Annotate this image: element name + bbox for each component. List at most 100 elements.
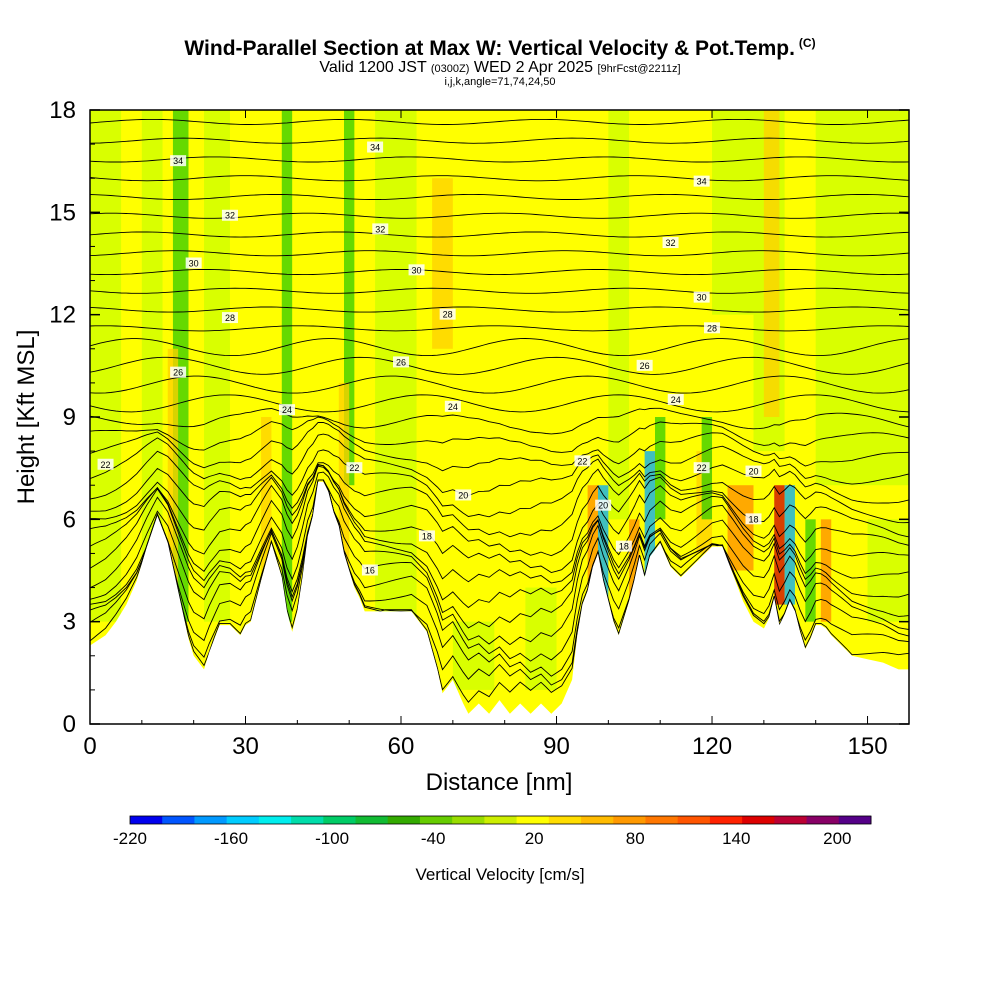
colorbar-swatch <box>162 816 195 824</box>
contour-label-text: 24 <box>671 395 681 405</box>
y-axis-title: Height [Kft MSL] <box>13 330 40 505</box>
colorbar-tick-label: -220 <box>113 829 147 848</box>
x-tick-label: 60 <box>388 733 415 760</box>
colorbar-tick-label: 20 <box>525 829 544 848</box>
theta-contour-line <box>90 82 909 87</box>
contour-label-bg <box>615 540 632 552</box>
field-cell <box>167 348 179 588</box>
field-cell <box>815 110 909 486</box>
colorbar-swatch <box>130 816 163 824</box>
colorbar-swatch <box>677 816 711 824</box>
contour-label: 22 <box>97 458 114 470</box>
contour-label-text: 24 <box>282 405 292 415</box>
contour-label-text: 30 <box>189 259 199 269</box>
contour-label-bg <box>667 393 684 405</box>
contour-label-text: 26 <box>640 361 650 371</box>
contour-label-text: 18 <box>619 542 629 552</box>
colorbar-swatch <box>484 816 518 824</box>
colorbar-frame <box>129 815 872 825</box>
contour-label-text: 22 <box>349 463 359 473</box>
x-tick-label: 30 <box>232 733 259 760</box>
theta-contour-line <box>90 394 909 413</box>
contour-label: 26 <box>393 356 410 368</box>
colorbar-tick-label: 80 <box>626 829 645 848</box>
field-cell <box>774 485 785 605</box>
theta-contour-line <box>90 118 909 125</box>
contour-label: 32 <box>221 209 238 221</box>
contour-label: 30 <box>693 291 710 303</box>
contour-label-text: 26 <box>396 357 406 367</box>
contour-label: 20 <box>745 465 762 477</box>
colorbar-tick-label: -160 <box>214 829 248 848</box>
valid-utc: (0300Z) <box>430 63 470 75</box>
colorbar-swatch <box>323 816 357 824</box>
contour-label-text: 20 <box>598 501 608 511</box>
theta-contour-line <box>90 250 909 257</box>
colorbar-swatch <box>581 816 614 824</box>
colorbar-swatch <box>355 816 389 824</box>
theta-contour-line <box>90 465 909 557</box>
field-cell <box>525 587 557 690</box>
contour-label: 30 <box>185 257 202 269</box>
x-tick-label: 120 <box>692 733 732 760</box>
contour-label-bg <box>574 455 591 467</box>
field-cell <box>587 485 598 605</box>
contour-label-bg <box>170 155 187 167</box>
contour-label: 18 <box>615 540 632 552</box>
field-cell <box>343 110 355 486</box>
y-tick-label: 0 <box>63 711 76 738</box>
contour-label: 34 <box>367 141 384 153</box>
theta-contour-line <box>90 156 909 163</box>
copyright-mark: (C) <box>798 36 816 50</box>
axes: 0 30 60 90 120 150 0 3 6 9 12 15 18 <box>49 97 909 760</box>
theta-contour-line <box>90 464 909 584</box>
theta-contour-line <box>90 356 909 375</box>
contour-label-text: 18 <box>422 531 432 541</box>
theta-contour-line <box>90 463 909 573</box>
theta-contour-line <box>90 479 909 662</box>
colorbar-swatch <box>548 816 582 824</box>
theta-contour-line <box>90 231 909 238</box>
field-cell <box>338 382 350 588</box>
theta-contours <box>90 82 909 703</box>
contour-label-text: 28 <box>707 323 717 333</box>
x-tick-label: 90 <box>543 733 570 760</box>
contour-label-text: 28 <box>443 310 453 320</box>
theta-contour-line <box>90 449 909 518</box>
contour-label: 22 <box>346 462 363 474</box>
contour-label: 20 <box>595 499 612 511</box>
colorbar-tick-label: 200 <box>823 829 851 848</box>
contour-label: 24 <box>667 393 684 405</box>
contour-label-bg <box>372 223 389 235</box>
colorbar-title: Vertical Velocity [cm/s] <box>415 865 584 884</box>
contour-label: 22 <box>574 455 591 467</box>
contour-label: 30 <box>408 264 425 276</box>
y-tick-label: 3 <box>63 609 76 636</box>
field-cell <box>644 451 656 588</box>
contour-label-text: 30 <box>412 265 422 275</box>
contour-label-text: 32 <box>225 211 235 221</box>
contour-label-bg <box>662 237 679 249</box>
colorbar-swatch <box>419 816 453 824</box>
contour-label-bg <box>455 489 472 501</box>
valid-prefix: Valid 1200 JST <box>319 59 427 76</box>
contour-label: 18 <box>745 513 762 525</box>
contour-label: 34 <box>170 155 187 167</box>
title-text: Wind-Parallel Section at Max W: Vertical… <box>184 37 795 60</box>
theta-contour-line <box>90 175 909 182</box>
contour-label-bg <box>393 356 410 368</box>
contour-label: 34 <box>693 175 710 187</box>
contour-label-text: 18 <box>748 514 758 524</box>
colorbar-tick-label: -40 <box>421 829 446 848</box>
theta-contour-line <box>90 137 909 144</box>
y-tick-label: 6 <box>63 506 76 533</box>
theta-contour-line <box>90 479 909 646</box>
colorbar-swatch <box>613 816 646 824</box>
contour-label: 28 <box>221 312 238 324</box>
valid-time-line: Valid 1200 JST (0300Z) WED 2 Apr 2025 [9… <box>0 59 1000 77</box>
field-cell <box>820 519 832 622</box>
theta-contour-line <box>90 338 909 357</box>
colorbar-swatch <box>452 816 485 824</box>
colorbar-swatch <box>226 816 260 824</box>
colorbar-swatch <box>742 816 775 824</box>
